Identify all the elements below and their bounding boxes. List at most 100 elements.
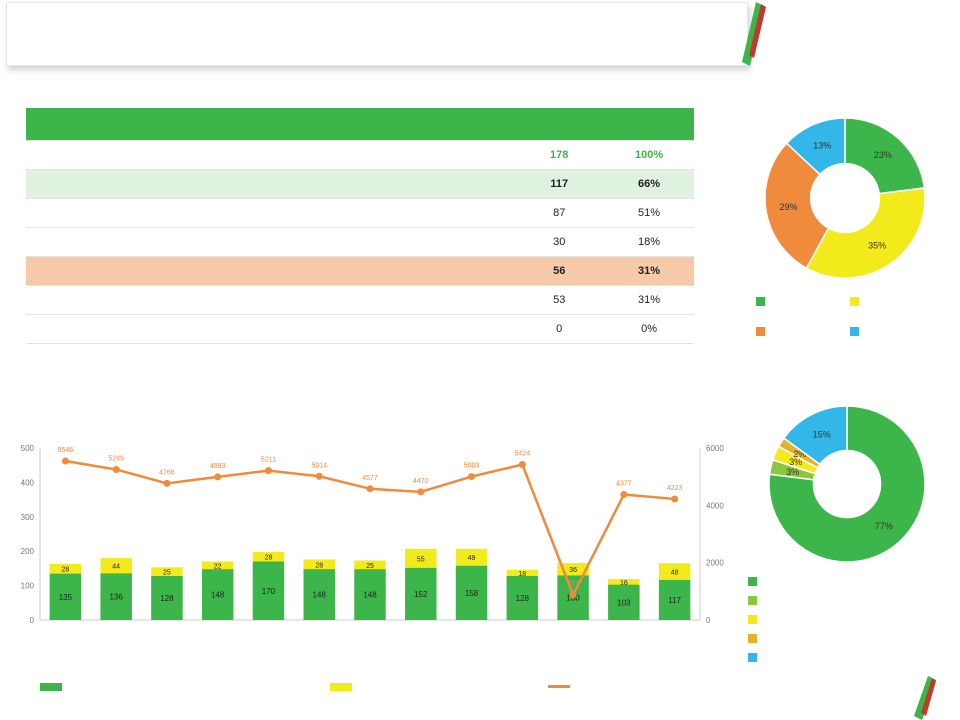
line-data-label: 5424 xyxy=(515,451,531,458)
bar-data-label: 117 xyxy=(668,596,681,605)
legend-item xyxy=(748,614,761,625)
legend-swatch xyxy=(850,297,859,307)
bar-segment xyxy=(151,575,183,620)
row-count: 56 xyxy=(514,256,605,286)
bar-data-label: 103 xyxy=(617,598,631,607)
bar-data-label: 170 xyxy=(262,587,276,596)
line-data-label: 877 xyxy=(567,581,579,588)
legend-item xyxy=(756,326,769,337)
y2-tick-label: 2000 xyxy=(706,559,724,568)
row-percent: 31% xyxy=(604,285,694,315)
donut2-chart: 77%3%3%2%15% xyxy=(768,405,926,563)
bar-data-label: 22 xyxy=(214,563,222,570)
legend-swatch xyxy=(40,682,62,691)
bar-data-label: 148 xyxy=(211,591,225,600)
brand-stripe-icon xyxy=(914,676,936,720)
line-point xyxy=(417,488,425,496)
donut1-legend xyxy=(756,296,956,337)
row-percent: 66% xyxy=(604,169,694,199)
slice-label: 3% xyxy=(786,467,799,477)
y2-tick-label: 0 xyxy=(706,616,711,625)
bar-data-label: 128 xyxy=(160,594,174,603)
slice-label: 29% xyxy=(779,202,797,212)
bar-segment xyxy=(100,573,132,620)
table-row: 0 0% xyxy=(26,314,694,344)
bar-segment xyxy=(455,565,488,620)
row-count: 53 xyxy=(514,285,605,315)
row-percent: 100% xyxy=(604,140,694,170)
bar-segment xyxy=(303,559,335,570)
line-data-label: 5003 xyxy=(464,463,480,470)
donut-slice xyxy=(844,117,926,195)
bar-data-label: 25 xyxy=(163,570,171,577)
bar-data-label: 152 xyxy=(414,590,428,599)
line-point xyxy=(569,591,577,599)
bar-segment xyxy=(405,548,437,568)
donut1-chart: 23% 35% 29% 13% xyxy=(764,117,926,279)
row-count: 30 xyxy=(514,227,605,257)
slice-label: 3% xyxy=(789,457,802,467)
table-row: 56 31% xyxy=(26,256,694,286)
row-count: 87 xyxy=(514,198,605,228)
row-label xyxy=(26,227,515,257)
legend-swatch xyxy=(756,327,765,337)
combo-chart: 0 100 200 300 400 500 0 2000 4000 6000 135 28 136 44 1… xyxy=(21,444,725,625)
bar-segment xyxy=(405,567,437,620)
results-table: 178 100% 117 66% 87 51% 30 18% 56 31% 53 31% 0 0% xyxy=(26,108,694,344)
line-data-label: 4470 xyxy=(413,478,429,485)
line-point xyxy=(671,495,679,503)
slice-label: 35% xyxy=(868,240,886,250)
bar-segment xyxy=(49,573,82,620)
legend-item xyxy=(748,595,761,606)
row-label xyxy=(26,256,515,286)
bar-data-label: 158 xyxy=(465,589,479,598)
line-data-label: 4768 xyxy=(159,469,175,476)
bar-data-label: 28 xyxy=(315,562,323,569)
bar-segment xyxy=(658,563,691,580)
line-data-label: 5211 xyxy=(261,457,276,464)
bar-data-label: 16 xyxy=(620,580,628,587)
y-tick-label: 300 xyxy=(21,513,35,522)
table-row: 87 51% xyxy=(26,198,694,228)
line-data-label: 5249 xyxy=(108,456,124,463)
row-count: 117 xyxy=(514,169,605,199)
y2-tick-label: 6000 xyxy=(706,444,724,453)
bar-data-label: 18 xyxy=(518,571,526,578)
line-point xyxy=(163,479,171,487)
slice-label: 23% xyxy=(874,150,892,160)
row-percent: 0% xyxy=(604,314,694,344)
legend-swatch xyxy=(756,297,765,307)
bar-segment xyxy=(201,561,234,570)
legend-swatch xyxy=(748,596,757,606)
y-tick-label: 100 xyxy=(21,582,35,591)
bar-segment xyxy=(354,560,386,570)
bar-segment xyxy=(303,569,335,620)
combo-legend-item xyxy=(330,681,356,691)
donut2-legend xyxy=(748,576,958,676)
bar-segment xyxy=(455,548,488,566)
bar-segment xyxy=(151,567,183,576)
slice-label: 77% xyxy=(875,521,893,531)
line-point xyxy=(468,473,476,481)
legend-item xyxy=(850,326,863,337)
slice-label: 15% xyxy=(813,429,831,439)
row-label xyxy=(26,285,515,315)
line-point xyxy=(620,491,628,499)
combo-legend-item xyxy=(40,681,66,691)
legend-swatch xyxy=(748,634,757,644)
y-tick-label: 400 xyxy=(21,478,35,487)
row-percent: 31% xyxy=(604,256,694,286)
line-point xyxy=(264,467,272,475)
row-label xyxy=(26,169,515,199)
bar-data-label: 135 xyxy=(59,593,73,602)
line-point xyxy=(61,457,69,465)
legend-swatch xyxy=(850,327,859,337)
donut-slice xyxy=(785,117,846,176)
bar-segment xyxy=(658,579,691,620)
bar-data-label: 148 xyxy=(313,591,327,600)
bar-data-label: 28 xyxy=(61,567,69,574)
combo-legend-item xyxy=(548,681,574,691)
bar-data-label: 136 xyxy=(109,593,123,602)
legend-swatch xyxy=(748,653,757,663)
bar-data-label: 148 xyxy=(363,591,377,600)
